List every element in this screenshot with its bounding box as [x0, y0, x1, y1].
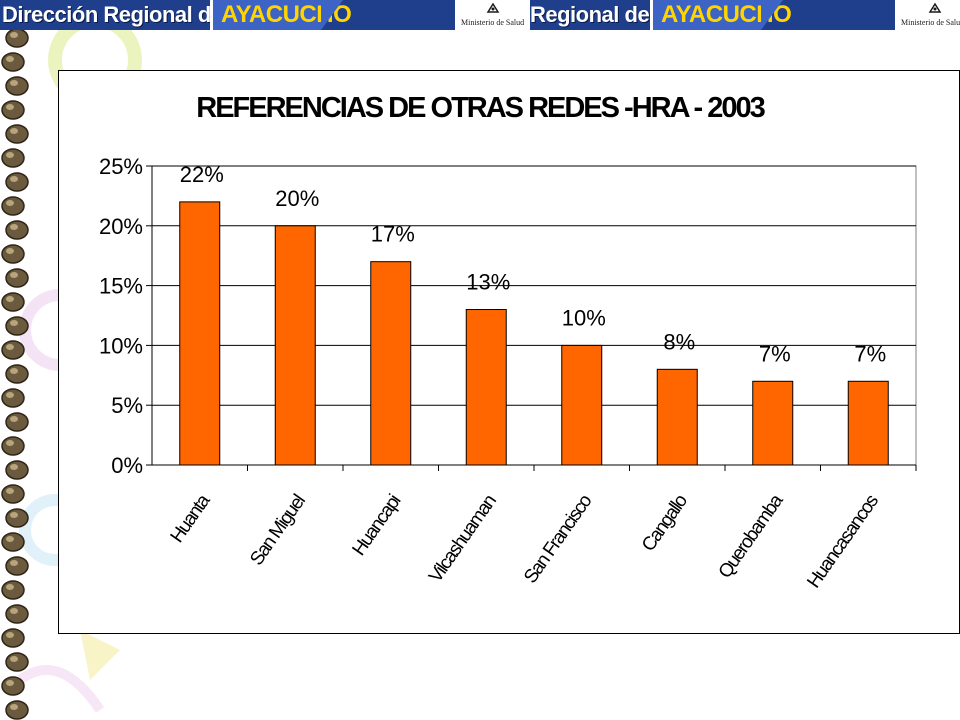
bead-highlight — [10, 464, 18, 470]
data-label: 20% — [275, 186, 319, 211]
chart-title: REFERENCIAS DE OTRAS REDES -HRA - 2003 — [196, 92, 765, 124]
x-category-label: Cangallo — [638, 491, 692, 555]
bead-highlight — [6, 56, 14, 62]
x-category-label: San Francisco — [520, 491, 596, 587]
data-label: 8% — [663, 329, 695, 354]
bead-highlight — [10, 656, 18, 662]
banner-title-right: Regional de Salud — [530, 2, 650, 27]
data-label: 22% — [180, 162, 224, 187]
bar-huancasancos — [847, 380, 889, 466]
x-category-label: Huancapi — [348, 492, 405, 560]
ministry-label-left: Ministerio de Salud — [461, 18, 525, 27]
ministry-label-right: Ministerio de Salud — [901, 18, 960, 27]
bead-highlight — [10, 512, 18, 518]
bead-highlight — [6, 200, 14, 206]
bead-highlight — [10, 80, 18, 86]
bead-highlight — [10, 608, 18, 614]
bead-highlight — [10, 416, 18, 422]
bead-highlight — [10, 128, 18, 134]
bar-cangallo — [656, 368, 698, 466]
y-tick-label: 0% — [111, 453, 143, 478]
bar-querobamba — [752, 380, 794, 466]
bead-highlight — [6, 152, 14, 158]
y-tick-label: 20% — [99, 214, 143, 239]
bead-highlight — [10, 176, 18, 182]
bead-highlight — [10, 704, 18, 710]
y-tick-label: 10% — [99, 333, 143, 358]
bead-highlight — [6, 344, 14, 350]
bead-highlight — [10, 224, 18, 230]
bead-highlight — [6, 680, 14, 686]
x-category-label: Querobamba — [715, 490, 788, 582]
x-category-label: Huancasancos — [803, 491, 883, 592]
bead-highlight — [6, 104, 14, 110]
data-label: 7% — [854, 341, 886, 366]
x-category-label: Vilcashuaman — [425, 491, 501, 587]
banner-region-right: AYACUCHO — [650, 0, 792, 30]
bead-highlight — [10, 560, 18, 566]
plot-area — [151, 165, 917, 466]
y-tick-label: 15% — [99, 274, 143, 299]
bead-highlight — [6, 296, 14, 302]
bead-highlight — [6, 488, 14, 494]
ministry-logo-icon — [486, 2, 500, 13]
bar-vilcashuaman — [465, 309, 507, 466]
bead-highlight — [10, 32, 18, 38]
ministry-badge-right: Ministerio de Salud — [895, 0, 960, 30]
data-label: 17% — [371, 222, 415, 247]
bar-san-francisco — [561, 344, 603, 466]
bead-highlight — [6, 248, 14, 254]
y-tick-label: 5% — [111, 393, 143, 418]
bead-highlight — [6, 536, 14, 542]
bead-highlight — [6, 440, 14, 446]
data-label: 10% — [562, 305, 606, 330]
x-category-label: Huanta — [167, 490, 215, 546]
bead-highlight — [6, 584, 14, 590]
bead-highlight — [6, 392, 14, 398]
x-category-label: San Miguel — [246, 492, 309, 570]
bar-huanta — [179, 201, 221, 466]
bead-highlight — [10, 368, 18, 374]
bead-highlight — [10, 272, 18, 278]
ministry-logo-icon — [928, 2, 942, 13]
ministry-badge-left: Ministerio de Salud — [455, 0, 530, 30]
header-banner: Dirección Regional de Salud AYACUCHO Min… — [0, 0, 960, 30]
bar-san-miguel — [274, 225, 316, 466]
data-label: 13% — [466, 270, 510, 295]
bead-highlight — [10, 320, 18, 326]
bar-huancapi — [370, 261, 412, 466]
y-tick-label: 25% — [99, 154, 143, 179]
data-label: 7% — [759, 341, 791, 366]
banner-region-left: AYACUCHO — [210, 0, 352, 30]
bead-highlight — [6, 632, 14, 638]
